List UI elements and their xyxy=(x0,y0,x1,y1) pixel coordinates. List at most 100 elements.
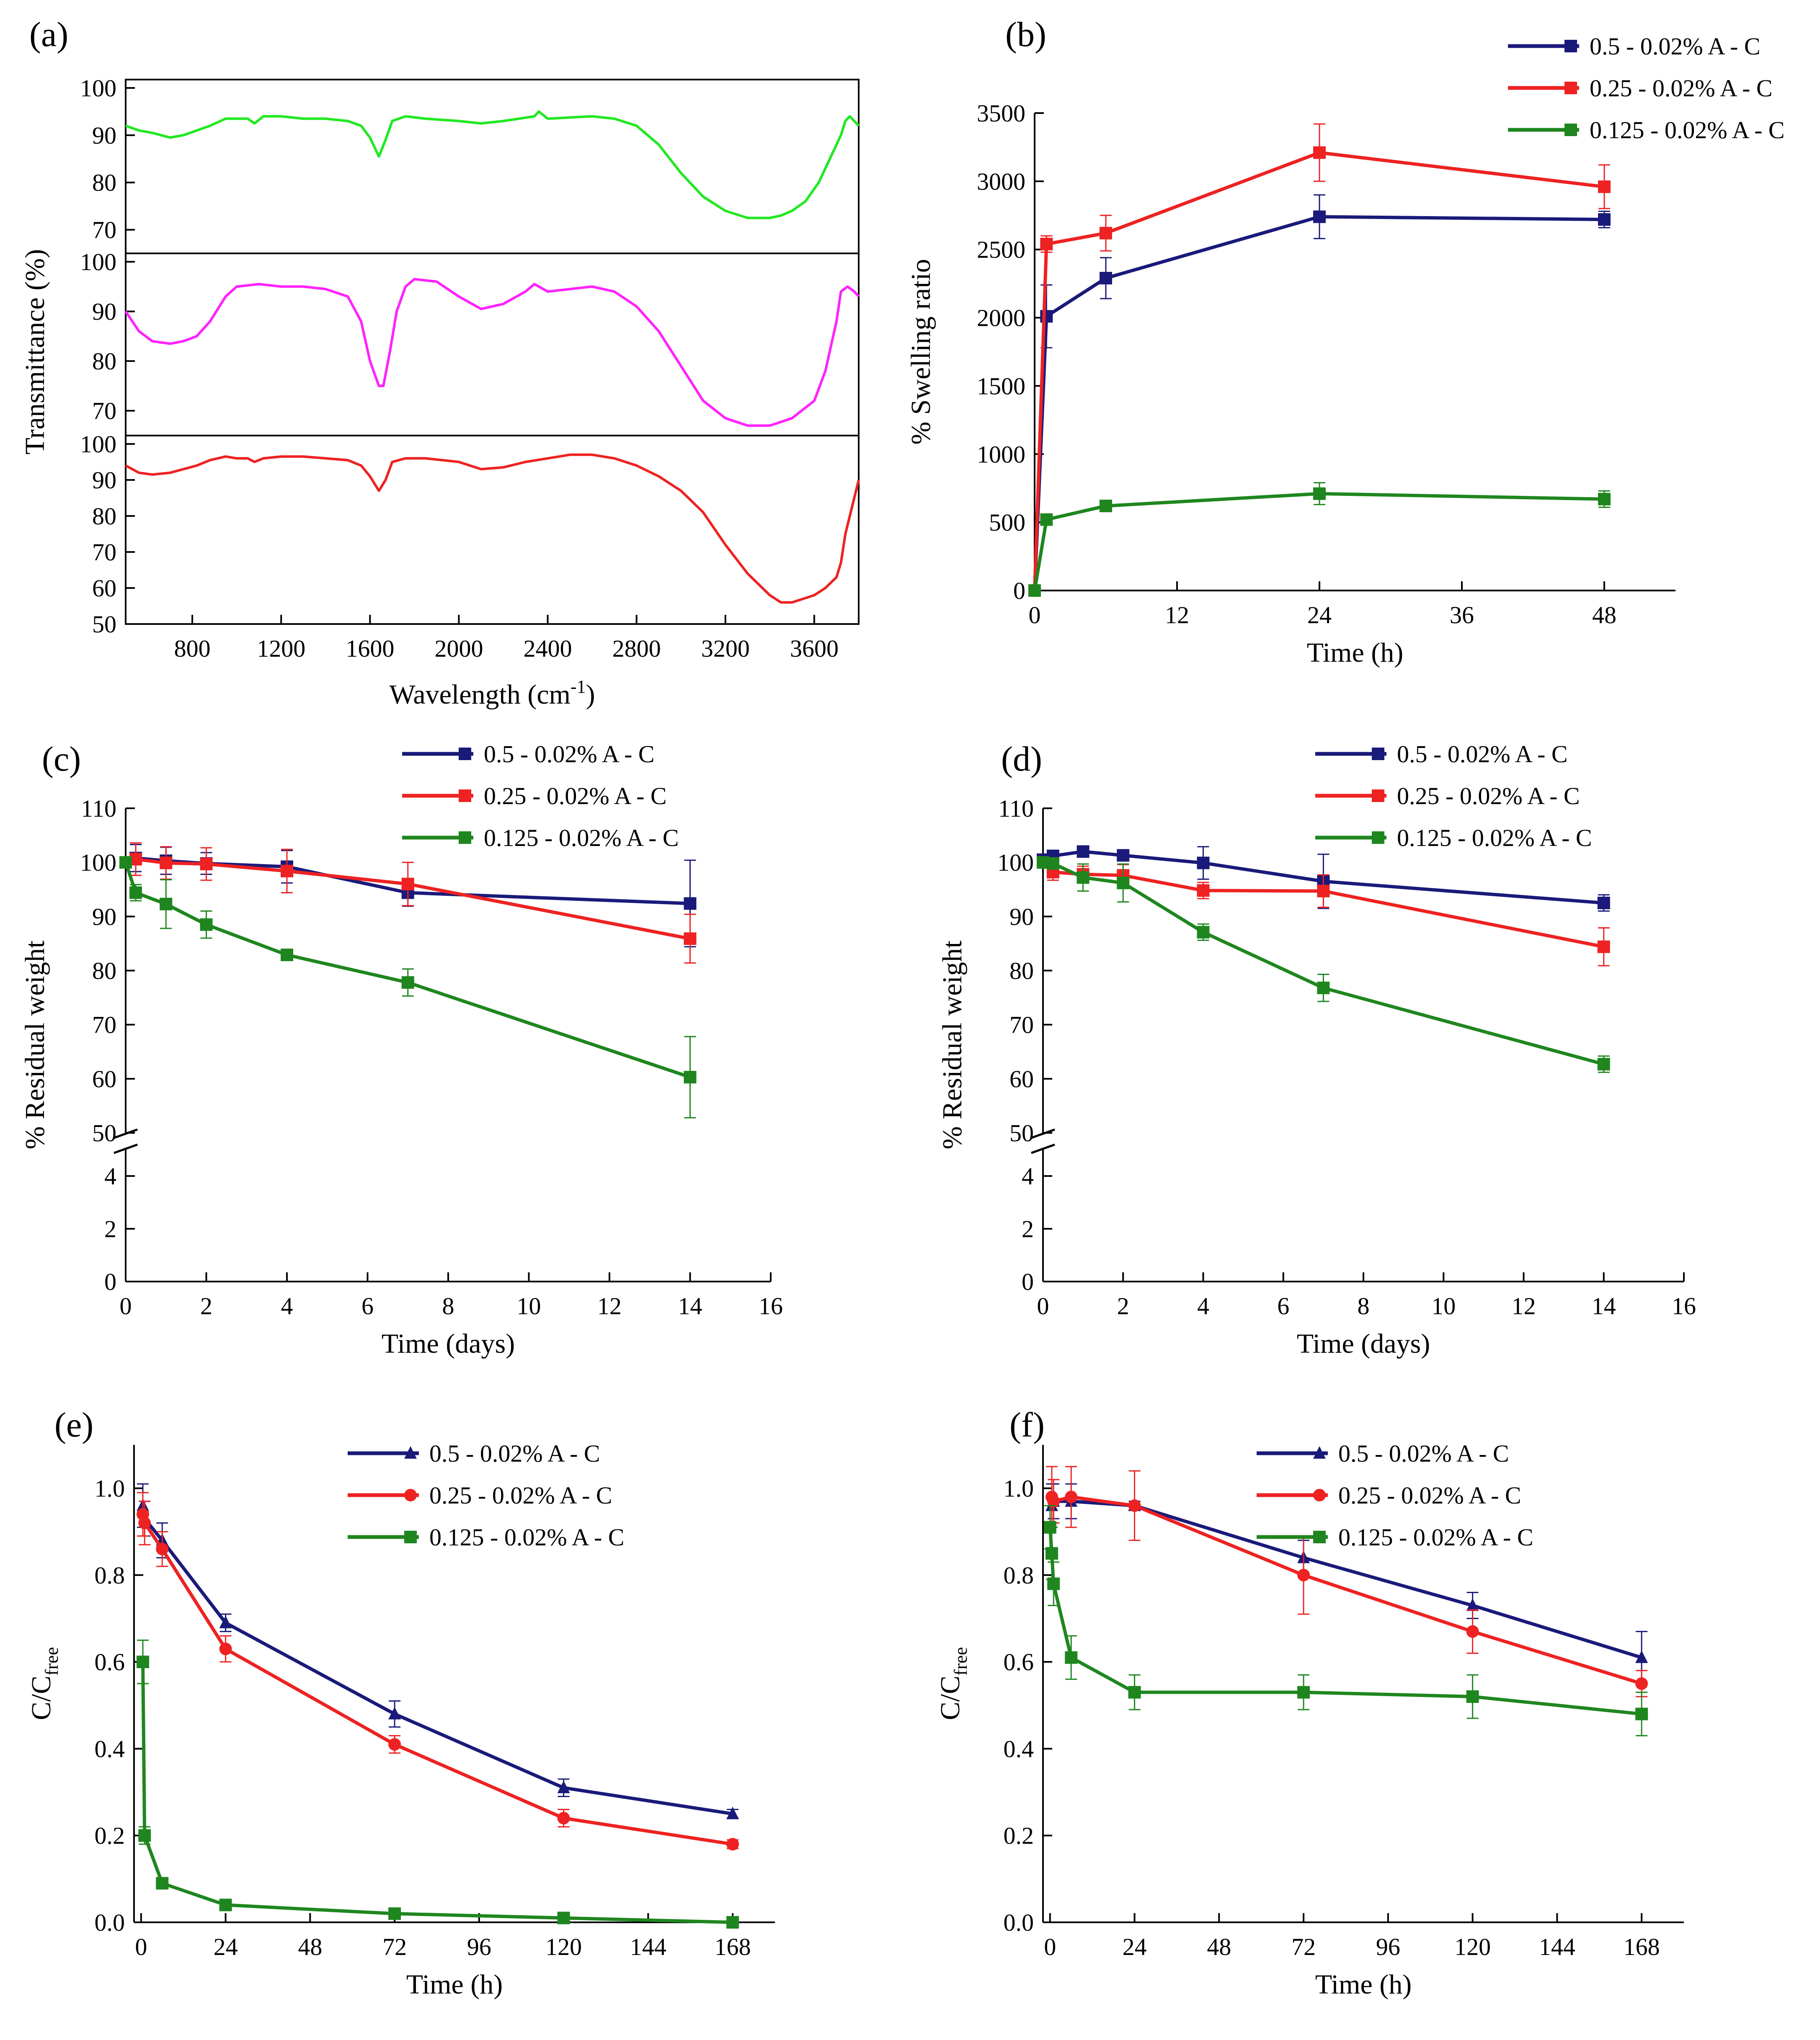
data-point xyxy=(160,897,173,910)
data-point xyxy=(138,1829,151,1842)
legend-label: 0.125 - 0.02% A - C xyxy=(1338,1524,1533,1551)
x-tick-label: 10 xyxy=(1431,1292,1456,1320)
y-tick-label: 50 xyxy=(92,1119,116,1147)
x-tick-label: 120 xyxy=(545,1933,582,1960)
data-point xyxy=(219,1643,232,1656)
x-axis-label: Time (days) xyxy=(382,1328,515,1359)
data-point xyxy=(1317,981,1330,994)
data-point xyxy=(388,1738,401,1751)
y-tick-label: 100 xyxy=(997,849,1034,876)
data-point xyxy=(1040,513,1053,526)
x-tick-label: 3600 xyxy=(790,635,839,662)
data-point xyxy=(1028,584,1041,597)
y-tick-label: 1000 xyxy=(977,441,1025,468)
data-point xyxy=(1597,897,1610,910)
data-point xyxy=(138,1516,151,1529)
x-tick-label: 0 xyxy=(120,1292,132,1320)
y-tick-label: 80 xyxy=(92,503,116,530)
x-tick-label: 72 xyxy=(382,1933,407,1960)
data-point xyxy=(1598,213,1611,226)
x-axis-label: Time (days) xyxy=(1297,1328,1430,1359)
data-point xyxy=(1635,1707,1648,1720)
x-tick-label: 4 xyxy=(281,1292,293,1320)
y-tick-label: 70 xyxy=(1009,1011,1034,1039)
x-tick-label: 16 xyxy=(1672,1292,1696,1320)
panel-label: (c) xyxy=(42,740,81,779)
data-point xyxy=(1077,845,1089,858)
x-tick-label: 2400 xyxy=(524,635,572,662)
y-tick-label: 0 xyxy=(1013,577,1025,604)
panel-f: (f) 0 24 48 72 96 120 144 168 0.0 0.2 0.4 0.6 0.8 1.0 0… xyxy=(935,1406,1684,2000)
x-tick-label: 1600 xyxy=(346,635,394,662)
data-point xyxy=(119,856,132,869)
legend-label: 0.5 - 0.02% A - C xyxy=(1338,1440,1509,1467)
x-tick-label: 4 xyxy=(1197,1292,1209,1320)
y-tick-label: 60 xyxy=(92,575,116,602)
y-tick-label: 0.0 xyxy=(1004,1909,1034,1936)
data-point xyxy=(557,1780,570,1793)
data-point xyxy=(1197,884,1210,897)
ftir-subplot: 70 80 90 100 xyxy=(80,75,860,254)
legend-marker xyxy=(459,789,471,802)
data-point xyxy=(1046,1547,1058,1560)
legend-marker xyxy=(1372,789,1384,802)
legend-label: 0.5 - 0.02% A - C xyxy=(1590,33,1761,60)
data-point xyxy=(1598,180,1611,193)
y-tick-label: 0.0 xyxy=(95,1909,125,1936)
y-tick-label: 0.6 xyxy=(95,1648,125,1676)
y-tick-label: 0 xyxy=(104,1268,116,1295)
x-tick-label: 168 xyxy=(1624,1933,1660,1960)
legend-marker xyxy=(1564,82,1577,94)
data-point xyxy=(200,918,213,931)
y-tick-label: 2500 xyxy=(977,236,1025,263)
data-point xyxy=(401,976,414,989)
data-point xyxy=(1117,877,1130,890)
data-point xyxy=(1117,849,1130,862)
x-tick-label: 2 xyxy=(200,1292,212,1320)
x-tick-label: 24 xyxy=(214,1933,238,1960)
data-point xyxy=(1040,237,1053,250)
y-tick-label: 100 xyxy=(80,431,116,458)
data-point xyxy=(1598,493,1611,505)
data-point xyxy=(1317,885,1330,897)
legend-marker xyxy=(404,1446,417,1459)
y-tick-label: 70 xyxy=(92,397,116,425)
y-tick-label: 80 xyxy=(92,957,116,985)
subplot-frame xyxy=(125,435,860,625)
y-tick-label: 0.2 xyxy=(1004,1822,1034,1849)
y-tick-label: 70 xyxy=(92,1011,116,1039)
x-tick-label: 14 xyxy=(1592,1292,1616,1320)
y-tick-label: 0.2 xyxy=(95,1822,125,1849)
y-tick-label: 80 xyxy=(92,169,116,196)
data-point xyxy=(1047,1577,1060,1590)
x-tick-label: 800 xyxy=(174,635,211,662)
legend-marker xyxy=(1313,1446,1326,1459)
y-tick-label: 60 xyxy=(92,1065,116,1093)
data-point xyxy=(1635,1650,1648,1663)
y-tick-label: 0.4 xyxy=(1004,1735,1034,1762)
series-line xyxy=(1048,1527,1642,1716)
data-point xyxy=(684,1070,697,1083)
panel-label: (d) xyxy=(1001,740,1042,779)
y-tick-label: 90 xyxy=(92,903,116,930)
data-point xyxy=(557,1812,570,1825)
y-tick-label: 2 xyxy=(1022,1215,1034,1243)
data-point xyxy=(219,1898,232,1911)
panel-label: (b) xyxy=(1005,15,1046,54)
data-point xyxy=(684,932,697,945)
data-point xyxy=(1128,1499,1141,1512)
y-tick-label: 1.0 xyxy=(95,1475,125,1502)
y-tick-label: 3500 xyxy=(977,100,1025,127)
x-axis-label: Time (h) xyxy=(1307,637,1403,668)
data-point xyxy=(1597,1057,1610,1070)
x-tick-label: 36 xyxy=(1450,601,1474,629)
legend-marker xyxy=(1313,1489,1326,1501)
subplot-frame xyxy=(125,79,860,254)
y-tick-label: 60 xyxy=(1009,1065,1034,1093)
legend-marker xyxy=(404,1489,417,1501)
x-axis-label: Time (h) xyxy=(406,1969,503,2000)
y-tick-label: 100 xyxy=(80,248,116,276)
legend-marker xyxy=(459,748,471,760)
data-point xyxy=(1046,857,1059,870)
ftir-subplot: 70 80 90 100 xyxy=(80,248,860,436)
